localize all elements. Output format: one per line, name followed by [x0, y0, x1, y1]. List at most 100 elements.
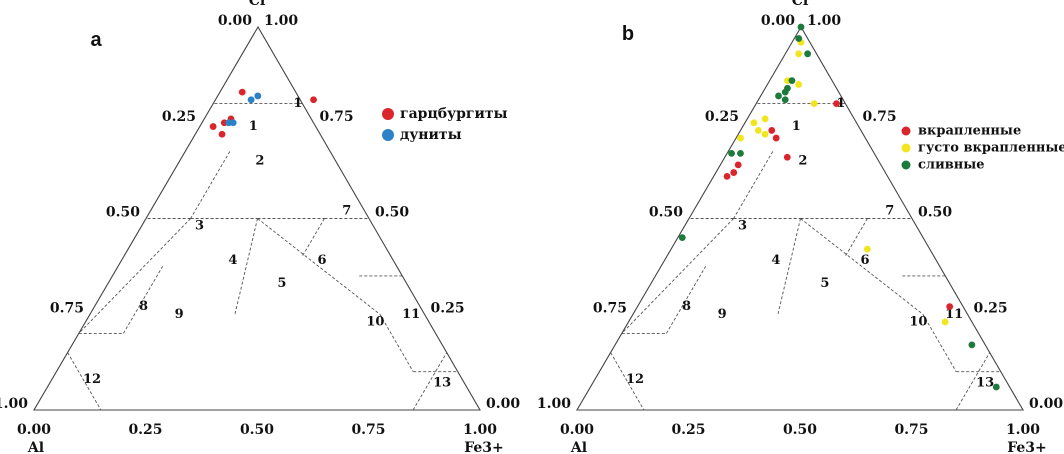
field-label-10: 10 [909, 314, 927, 329]
ternary-outline [33, 25, 481, 411]
field-boundary [621, 218, 734, 334]
right-side-tick: 0.75 [863, 109, 897, 125]
panel-letter: b [622, 23, 634, 45]
field-label-12: 12 [626, 372, 644, 387]
field-boundary [190, 151, 231, 219]
left-side-tick: 1.00 [537, 396, 571, 412]
data-point-3 [797, 23, 805, 31]
data-point-2 [254, 92, 262, 100]
left-side-tick: 0.75 [593, 300, 627, 316]
legend-label-1: вкрапленные [918, 124, 1021, 139]
field-boundary [844, 218, 868, 258]
vertex-label-cr: Cr [249, 0, 268, 9]
data-point-3 [992, 383, 1000, 391]
legend-marker-2 [901, 143, 911, 153]
field-label-11: 11 [945, 307, 963, 322]
legend-label-3: сливные [918, 158, 985, 173]
field-boundary [666, 266, 706, 334]
field-boundary [78, 218, 191, 334]
data-point-2 [795, 50, 803, 58]
legend-label-1: гарцбургиты [400, 106, 508, 122]
field-boundary [610, 352, 645, 411]
right-side-tick: 0.00 [1029, 396, 1063, 412]
ternary-outline [576, 25, 1024, 411]
field-label-1: 1 [249, 119, 258, 134]
legend-marker-2 [382, 129, 394, 141]
field-label-7: 7 [885, 203, 894, 218]
data-point-3 [804, 50, 812, 58]
vertex-label-cr: Cr [792, 0, 811, 9]
data-point-1 [209, 123, 217, 130]
data-point-1 [723, 172, 731, 180]
field-label-3: 3 [738, 219, 747, 234]
field-boundary [955, 352, 991, 411]
field-boundary [123, 266, 163, 334]
data-point-1 [946, 303, 954, 310]
field-label-6: 6 [861, 253, 870, 268]
data-point-1 [768, 127, 776, 134]
right-side-tick: 0.25 [974, 300, 1008, 316]
bottom-tick: 0.50 [240, 422, 274, 438]
field-boundary [234, 218, 258, 315]
data-point-1 [730, 169, 738, 176]
field-label-12: 12 [83, 372, 101, 387]
data-point-1 [238, 88, 246, 96]
right-side-tick: 0.00 [486, 396, 520, 412]
field-label-8: 8 [682, 299, 691, 314]
bottom-tick: 0.00 [560, 422, 594, 438]
right-side-tick: 0.50 [375, 205, 409, 221]
right-side-tick: 0.50 [918, 205, 952, 221]
data-point-3 [781, 88, 789, 96]
bottom-tick: 0.75 [351, 422, 385, 438]
left-side-tick: 0.00 [761, 13, 795, 29]
vertex-label-al: Al [27, 440, 44, 454]
field-label-13: 13 [976, 376, 994, 391]
field-boundary [800, 218, 924, 315]
legend-marker-1 [382, 108, 394, 120]
right-side-tick: 0.25 [431, 300, 465, 316]
field-label-5: 5 [277, 276, 286, 291]
field-label-1: 1 [792, 119, 801, 134]
data-point-1 [218, 130, 226, 138]
left-side-tick: 0.50 [649, 205, 683, 221]
vertex-label-fe3: Fe3+ [1007, 440, 1047, 454]
data-point-1 [833, 100, 840, 107]
legend-label-2: густо вкрапленные [918, 141, 1064, 156]
field-label-2: 2 [798, 154, 807, 169]
left-side-tick: 0.25 [705, 109, 739, 125]
data-point-2 [941, 318, 949, 326]
field-label-9: 9 [718, 307, 727, 322]
field-boundary [777, 218, 801, 315]
data-point-3 [678, 234, 686, 242]
data-point-2 [247, 96, 255, 104]
vertex-label-al: Al [570, 440, 587, 454]
data-point-2 [229, 119, 237, 127]
bottom-tick: 1.00 [1006, 422, 1040, 438]
data-point-3 [775, 92, 782, 100]
data-point-2 [863, 245, 871, 253]
left-side-tick: 0.25 [162, 109, 196, 125]
data-point-2 [810, 100, 818, 107]
left-side-tick: 0.00 [218, 13, 252, 29]
field-label-10: 10 [366, 314, 384, 329]
field-label-7: 7 [342, 203, 351, 218]
bottom-tick: 0.25 [128, 422, 162, 438]
field-label-4: 4 [771, 253, 780, 268]
field-boundary [257, 218, 381, 315]
data-point-2 [737, 134, 744, 142]
data-point-3 [781, 96, 789, 104]
legend-marker-1 [901, 126, 911, 136]
panel-letter: a [90, 29, 102, 51]
field-label-3: 3 [195, 219, 204, 234]
left-side-tick: 0.50 [106, 205, 140, 221]
legend-label-2: дуниты [400, 127, 462, 143]
data-point-2 [761, 130, 769, 138]
data-point-1 [310, 96, 317, 104]
field-label-5: 5 [820, 276, 829, 291]
bottom-tick: 0.50 [783, 422, 817, 438]
field-label-6: 6 [318, 253, 327, 268]
ternary-panel-a: 1123456789101112130.000.250.500.751.001.… [0, 0, 520, 454]
bottom-tick: 0.75 [894, 422, 928, 438]
